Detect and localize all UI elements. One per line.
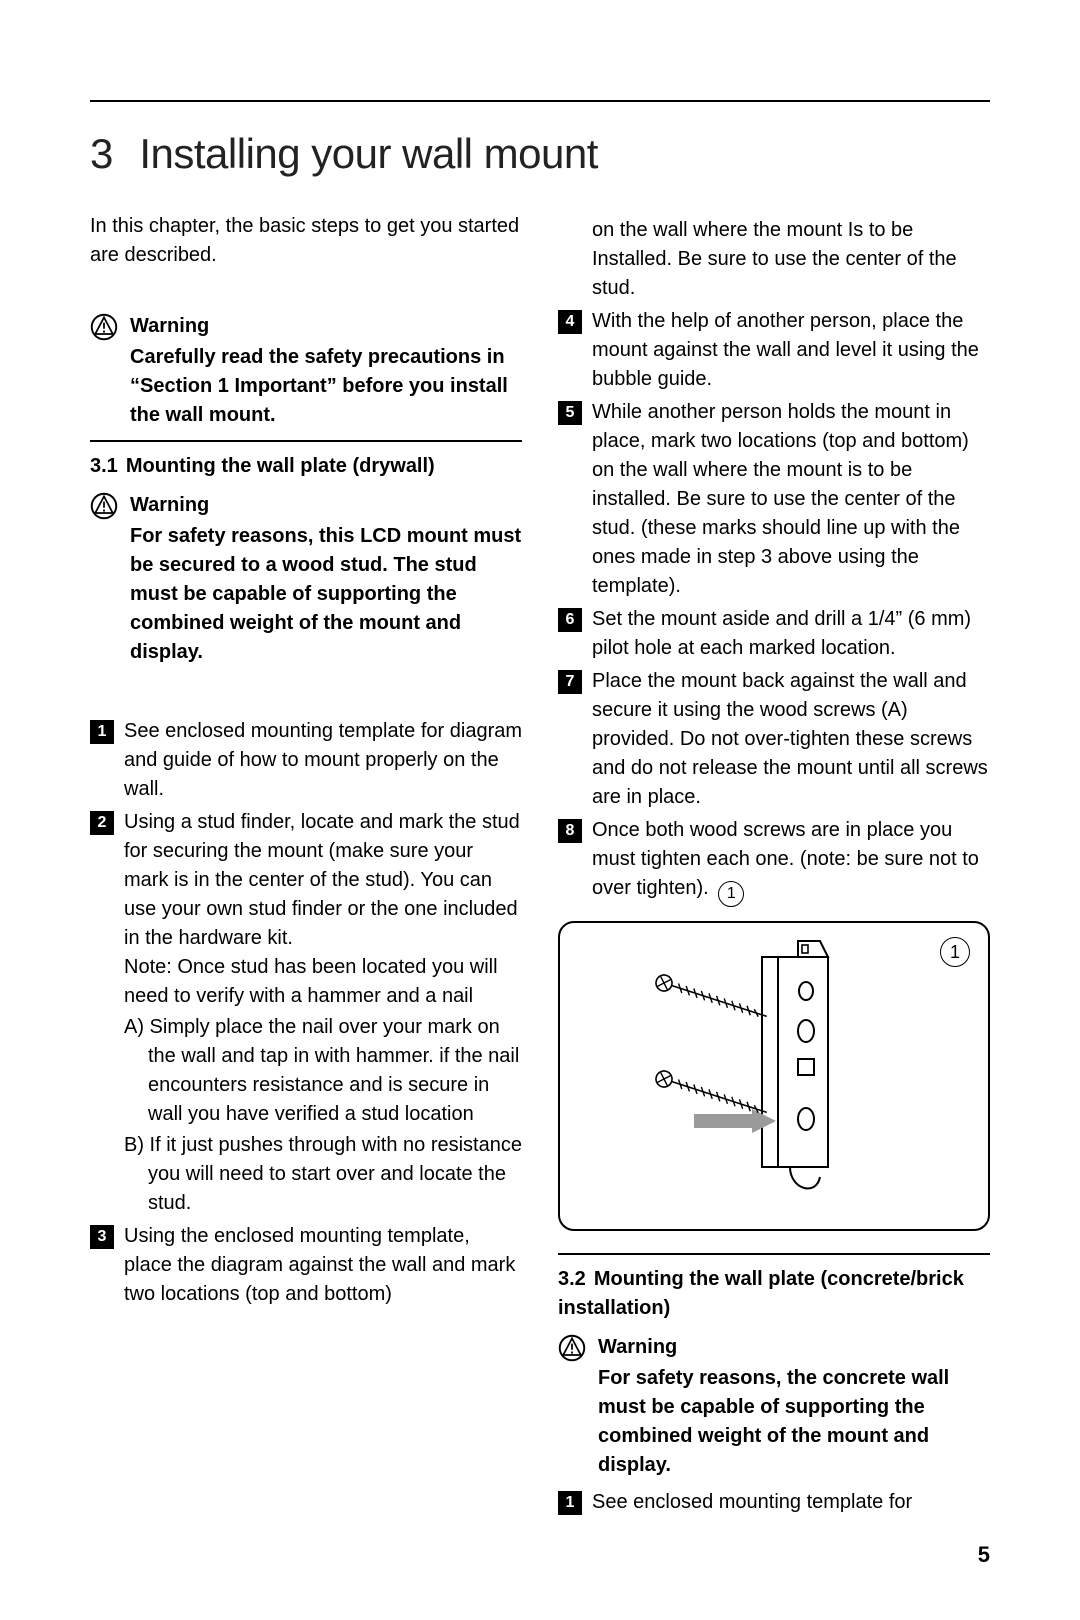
warning-block-3: Warning For safety reasons, the concrete… [558, 1333, 990, 1480]
step-text: Place the mount back against the wall an… [592, 667, 990, 812]
step-5: 5 While another person holds the mount i… [558, 398, 990, 601]
intro-text: In this chapter, the basic steps to get … [90, 212, 522, 270]
warning-text: Carefully read the safety precautions in… [130, 343, 522, 430]
step-8: 8 Once both wood screws are in place you… [558, 816, 990, 907]
top-rule [90, 100, 990, 102]
step-badge: 7 [558, 670, 582, 694]
figure-reference-icon: 1 [718, 881, 744, 907]
step-8-text: Once both wood screws are in place you m… [592, 819, 979, 899]
section-3-1-heading: 3.1 Mounting the wall plate (drywall) [90, 452, 522, 481]
chapter-title: Installing your wall mount [139, 130, 598, 178]
step-badge: 8 [558, 819, 582, 843]
step-text: Once both wood screws are in place you m… [592, 816, 990, 907]
step-text: on the wall where the mount Is to be Ins… [592, 216, 990, 303]
step-6: 6 Set the mount aside and drill a 1/4” (… [558, 605, 990, 663]
warning-title: Warning [598, 1333, 990, 1362]
step-badge: 3 [90, 1225, 114, 1249]
section-number: 3.1 [90, 455, 118, 477]
step-badge: 2 [90, 811, 114, 835]
warning-icon [90, 313, 118, 341]
step-badge: 5 [558, 401, 582, 425]
section-number: 3.2 [558, 1268, 586, 1290]
substep-b: B) If it just pushes through with no res… [124, 1131, 522, 1218]
step-text: See enclosed mounting template for diagr… [124, 717, 522, 804]
right-column: on the wall where the mount Is to be Ins… [558, 212, 990, 1521]
manual-page: 3 Installing your wall mount In this cha… [0, 0, 1080, 1620]
warning-title: Warning [130, 312, 522, 341]
two-column-layout: In this chapter, the basic steps to get … [90, 212, 990, 1521]
step-text: See enclosed mounting template for [592, 1488, 990, 1517]
section-rule [558, 1253, 990, 1255]
step-3-continued: on the wall where the mount Is to be Ins… [558, 216, 990, 303]
section-title: Mounting the wall plate (drywall) [126, 455, 435, 477]
warning-block-1: Warning Carefully read the safety precau… [90, 312, 522, 430]
warning-icon [558, 1334, 586, 1362]
step-badge: 1 [558, 1491, 582, 1515]
warning-text: For safety reasons, the concrete wall mu… [598, 1364, 990, 1480]
section-title: Mounting the wall plate (concrete/brick … [558, 1268, 964, 1319]
step-text: Set the mount aside and drill a 1/4” (6 … [592, 605, 990, 663]
substep-a: A) Simply place the nail over your mark … [124, 1013, 522, 1129]
left-column: In this chapter, the basic steps to get … [90, 212, 522, 1521]
step-text: With the help of another person, place t… [592, 307, 990, 394]
step-2: 2 Using a stud finder, locate and mark t… [90, 808, 522, 1218]
figure-1: 1 [558, 921, 990, 1231]
step-3-2-1: 1 See enclosed mounting template for [558, 1488, 990, 1517]
step-1: 1 See enclosed mounting template for dia… [90, 717, 522, 804]
mount-diagram-icon [574, 939, 974, 1209]
step-text: While another person holds the mount in … [592, 398, 990, 601]
section-rule [90, 440, 522, 442]
step-note: Note: Once stud has been located you wil… [124, 953, 522, 1011]
step-text: Using the enclosed mounting template, pl… [124, 1222, 522, 1309]
step-4: 4 With the help of another person, place… [558, 307, 990, 394]
chapter-number: 3 [90, 130, 113, 178]
step-3: 3 Using the enclosed mounting template, … [90, 1222, 522, 1309]
page-number: 5 [978, 1542, 990, 1568]
warning-text: For safety reasons, this LCD mount must … [130, 522, 522, 667]
step-7: 7 Place the mount back against the wall … [558, 667, 990, 812]
step-badge: 1 [90, 720, 114, 744]
warning-title: Warning [130, 491, 522, 520]
chapter-heading: 3 Installing your wall mount [90, 130, 990, 178]
warning-icon [90, 492, 118, 520]
warning-block-2: Warning For safety reasons, this LCD mou… [90, 491, 522, 667]
figure-label: 1 [940, 937, 970, 967]
step-badge: 4 [558, 310, 582, 334]
section-3-2-heading: 3.2Mounting the wall plate (concrete/bri… [558, 1265, 990, 1323]
step-badge: 6 [558, 608, 582, 632]
step-text: Using a stud finder, locate and mark the… [124, 811, 520, 949]
